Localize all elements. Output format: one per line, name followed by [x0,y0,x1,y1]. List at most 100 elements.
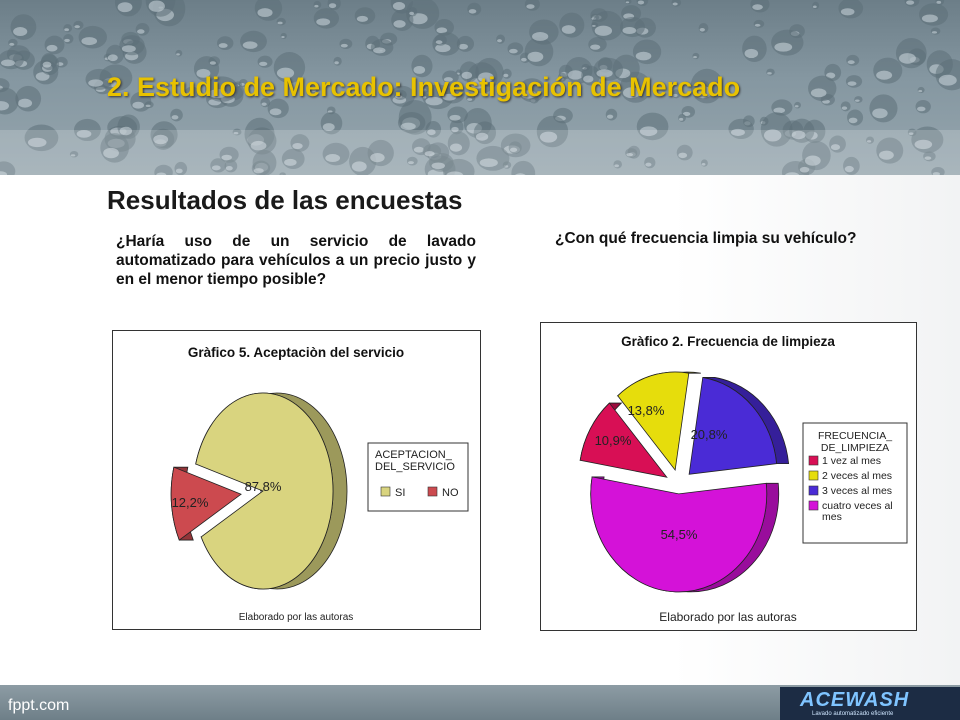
water-drop [812,1,820,10]
water-drop [15,85,42,112]
water-drop-highlight [672,2,678,6]
water-drop [119,35,145,56]
slice-label-3: 20,8% [691,427,728,442]
water-drop [434,34,447,46]
water-drop-highlight [257,8,273,18]
water-drop [78,25,107,49]
water-drop [766,68,775,76]
legend-items: 1 vez al mes 2 veces al mes 3 veces al mes… [808,455,893,523]
water-drop-highlight [879,150,894,160]
legend-swatch [808,500,819,511]
water-drop-highlight [774,42,793,52]
water-drop [63,34,74,44]
legend-label-no: NO [442,487,459,499]
water-drop-highlight [497,39,502,43]
legend-swatch-no [427,486,438,497]
water-drop-highlight [314,4,319,8]
water-drop-highlight [42,61,52,68]
water-drop [44,35,65,55]
water-drop-highlight [328,3,337,9]
water-drop-highlight [413,66,426,74]
water-drop-highlight [899,53,916,64]
water-drop-highlight [121,45,136,53]
water-drop-highlight [583,75,594,83]
chart-acceptance-svg: Gràfico 5. Aceptaciòn del servicio 87,8%… [170,345,469,623]
water-drop [276,17,286,26]
water-drop-highlight [74,25,80,29]
legend-title: ACEPTACION_ DEL_SERVICIO [375,449,455,473]
water-drop-highlight [119,126,133,136]
water-drop [63,24,73,33]
water-drop-highlight [156,172,167,175]
water-drop-highlight [148,0,165,12]
water-drop-highlight [242,41,258,49]
water-drop-highlight [316,18,331,26]
water-drop [559,12,585,38]
water-drop-highlight [592,24,596,27]
chart-frequency-svg: Gràfico 2. Frecuencia de limpieza 10,9% … [579,334,908,624]
water-drop-highlight [409,11,415,16]
water-drop-highlight [475,132,489,141]
footer-brand: fppt.com [8,697,70,714]
water-drop-highlight [392,2,406,11]
chart-frequency: Gràfico 2. Frecuencia de limpieza 10,9% … [540,322,917,631]
water-drop-highlight [848,117,858,124]
water-drop-highlight [590,44,601,50]
water-drop-highlight [427,129,436,136]
water-drop-highlight [622,87,641,99]
slice-label-4: 54,5% [661,527,698,542]
logo-text: ACEWASH [800,689,910,711]
water-drop [529,19,559,45]
water-drop-highlight [0,59,15,67]
water-drop-highlight [908,132,914,135]
water-drop [0,87,19,115]
water-drop-highlight [171,115,179,120]
water-drop [930,27,941,35]
water-drop [915,99,931,114]
water-drop-highlight [521,90,537,99]
water-drop [41,52,57,71]
water-drop-highlight [458,43,468,50]
water-drop [605,108,618,121]
legend-title: FRECUENCIA_ DE_LIMPIEZA [818,430,892,454]
chart-note: Elaborado por las autoras [659,610,796,624]
water-drop-highlight [478,72,494,83]
water-drop-highlight [468,9,477,14]
water-drop-highlight [804,155,821,166]
water-drop-highlight [435,40,443,45]
water-drop-highlight [679,117,684,121]
water-drop-highlight [449,114,461,121]
water-drop-highlight [914,139,933,150]
water-drop-highlight [763,129,782,142]
chart-title: Gràfico 2. Frecuencia de limpieza [621,334,835,349]
water-drop-highlight [221,154,232,161]
chart-title: Gràfico 5. Aceptaciòn del servicio [188,345,404,360]
water-drop-highlight [876,70,893,80]
water-drop-highlight [936,0,942,4]
water-drop-highlight [682,111,691,116]
water-drop [846,54,860,66]
water-drop-highlight [467,98,473,101]
water-drop-highlight [81,37,98,46]
water-drop [8,38,18,48]
slice-label-no: 12,2% [172,495,209,510]
water-drop-highlight [744,48,759,59]
water-drop-highlight [693,55,697,59]
water-drop-highlight [791,130,806,140]
water-drop-highlight [567,70,583,80]
water-drop-highlight [446,171,464,175]
water-drop-highlight [785,172,800,175]
water-drop-highlight [561,25,576,34]
water-drop-highlight [635,51,652,61]
water-drop-highlight [840,8,855,16]
legend-label: 1 vez al mes [822,455,881,467]
water-drop-highlight [841,106,848,110]
water-drop-highlight [812,5,817,9]
water-drop-highlight [509,147,518,153]
water-drop [869,94,898,123]
water-drop-highlight [637,0,645,5]
water-drop [370,38,394,56]
water-drop-highlight [393,20,406,28]
water-drop [279,172,286,175]
water-drop [620,16,645,38]
